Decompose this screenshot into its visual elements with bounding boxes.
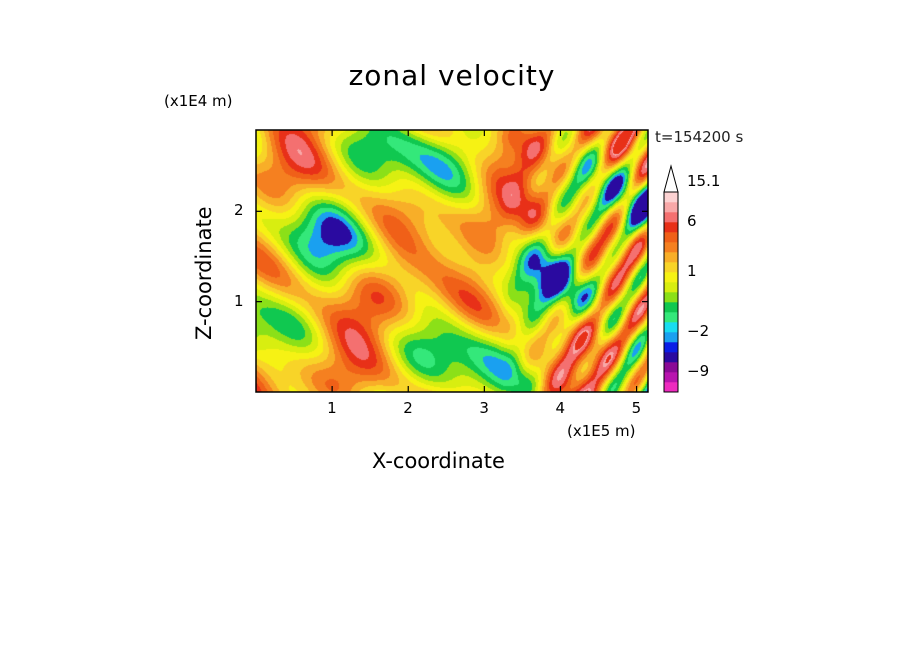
colorbar-segment (664, 382, 678, 393)
colorbar-segment (664, 242, 678, 253)
colorbar-segment (664, 292, 678, 303)
colorbar-segment (664, 282, 678, 293)
colorbar-label: −9 (687, 362, 710, 380)
colorbar-segment (664, 192, 678, 203)
colorbar-segment (664, 322, 678, 333)
colorbar-label: 15.1 (687, 172, 721, 190)
colorbar-segment (664, 332, 678, 343)
colorbar-label: 1 (687, 262, 697, 280)
colorbar-segment (664, 342, 678, 353)
colorbar-segment (664, 372, 678, 383)
time-label: t=154200 s (655, 128, 744, 146)
x-tick-label: 5 (631, 399, 642, 417)
colorbar-label: −2 (687, 322, 710, 340)
colorbar-segment (664, 262, 678, 273)
x-tick-label: 3 (479, 399, 489, 417)
x-tick-label: 1 (327, 399, 337, 417)
colorbar-label: 6 (687, 212, 697, 230)
contour-image (256, 130, 648, 392)
x-axis-unit: (x1E5 m) (567, 422, 636, 440)
contour-field (256, 130, 648, 392)
colorbar-segment (664, 252, 678, 263)
colorbar-segment (664, 202, 678, 213)
y-tick-label: 1 (234, 291, 244, 310)
x-tick-label: 2 (403, 399, 413, 417)
y-tick-label: 2 (234, 201, 244, 220)
colorbar-segment (664, 312, 678, 323)
colorbar-segment (664, 232, 678, 243)
colorbar-extend-arrow (663, 164, 679, 193)
chart-title: zonal velocity (348, 59, 556, 92)
colorbar-segment (664, 212, 678, 223)
colorbar-segment (664, 362, 678, 373)
y-axis-label: Z-coordinate (192, 206, 216, 340)
colorbar-segment (664, 272, 678, 283)
colorbar-segment (664, 222, 678, 233)
colorbar (663, 164, 679, 393)
colorbar-segment (664, 302, 678, 313)
y-axis-unit: (x1E4 m) (164, 92, 233, 110)
colorbar-segment (664, 352, 678, 363)
axis-ticks (256, 130, 648, 392)
plot-frame (255, 129, 649, 393)
x-axis-label: X-coordinate (372, 449, 505, 473)
colorbar-frame (663, 191, 679, 393)
x-tick-label: 4 (555, 399, 565, 417)
